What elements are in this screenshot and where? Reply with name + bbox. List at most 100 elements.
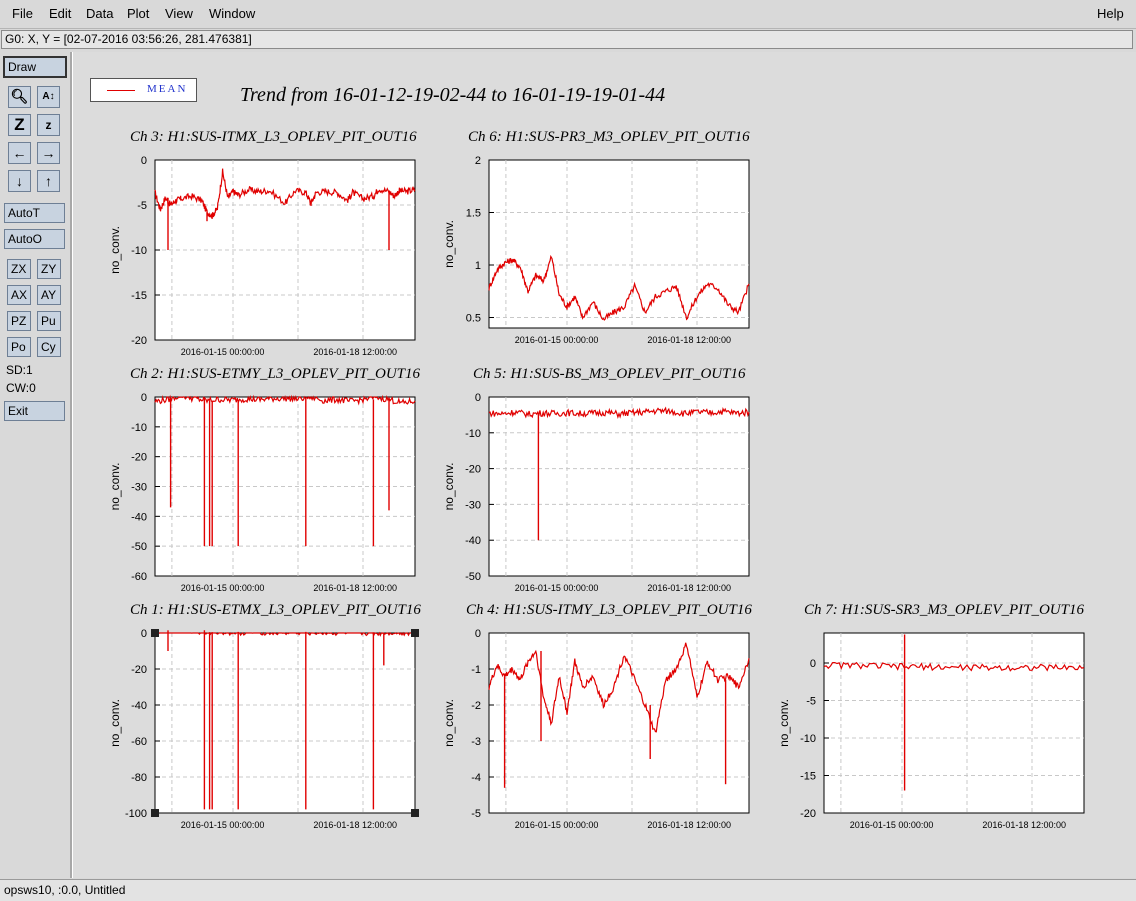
menu-window[interactable]: Window: [209, 6, 256, 21]
ch3-title: Ch 3: H1:SUS-ITMX_L3_OPLEV_PIT_OUT16: [130, 129, 417, 145]
ch7-trace: [823, 661, 1085, 672]
ch1-xtick: 2016-01-18 12:00:00: [313, 820, 397, 830]
ch5-title: Ch 5: H1:SUS-BS_M3_OPLEV_PIT_OUT16: [473, 366, 746, 382]
ch4-title: Ch 4: H1:SUS-ITMY_L3_OPLEV_PIT_OUT16: [466, 602, 752, 618]
ch7-xtick: 2016-01-15 00:00:00: [850, 820, 934, 830]
ch1-ytick: -80: [131, 772, 147, 784]
ch6-plot: Ch 6: H1:SUS-PR3_M3_OPLEV_PIT_OUT16 2 1.5 1…: [442, 129, 750, 345]
ch4-ytick: -1: [471, 664, 481, 676]
ay-button[interactable]: AY: [37, 285, 61, 305]
ch4-ylabel: no_conv.: [442, 699, 456, 747]
menu-data[interactable]: Data: [86, 6, 114, 21]
ch5-ytick: 0: [475, 392, 481, 404]
ch4-plot: Ch 4: H1:SUS-ITMY_L3_OPLEV_PIT_OUT16 0 -1 -…: [442, 602, 752, 830]
ch6-title: Ch 6: H1:SUS-PR3_M3_OPLEV_PIT_OUT16: [468, 129, 750, 145]
ch3-ytick: -15: [131, 290, 147, 302]
ch3-ytick: -5: [137, 200, 147, 212]
ch1-frame: [154, 632, 416, 814]
cy-button[interactable]: Cy: [37, 337, 61, 357]
ch3-xtick: 2016-01-15 00:00:00: [181, 347, 265, 357]
ch1-ytick: 0: [141, 628, 147, 640]
ch4-ytick: -5: [471, 808, 481, 820]
ch3-ytick: -20: [131, 335, 147, 347]
ch2-ytick: -20: [131, 452, 147, 464]
ch2-ytick: -30: [131, 482, 147, 494]
legend: MEAN: [90, 78, 197, 102]
menu-file[interactable]: File: [12, 6, 33, 21]
legend-swatch: [107, 90, 135, 91]
zoom-out-icon: Z: [14, 115, 25, 134]
pan-left-button[interactable]: ←: [8, 142, 31, 164]
ch2-plot: Ch 2: H1:SUS-ETMY_L3_OPLEV_PIT_OUT16 0 -10…: [108, 366, 421, 593]
ch4-frame: [488, 632, 750, 814]
autoscale-button[interactable]: A↕: [37, 86, 60, 108]
ch7-plot: Ch 7: H1:SUS-SR3_M3_OPLEV_PIT_OUT16 0 -5 -1…: [777, 602, 1085, 830]
ch4-trace: [488, 642, 750, 733]
pu-button[interactable]: Pu: [37, 311, 61, 331]
menu-plot[interactable]: Plot: [127, 6, 150, 21]
ch7-ylabel: no_conv.: [777, 699, 791, 747]
ch7-ytick: -15: [800, 771, 816, 783]
ch1-xtick: 2016-01-15 00:00:00: [181, 820, 265, 830]
ch2-ytick: -40: [131, 511, 147, 523]
ch4-ytick: -3: [471, 736, 481, 748]
ch1-ytick: -60: [131, 736, 147, 748]
sd-label: SD:1: [6, 363, 33, 377]
menu-edit[interactable]: Edit: [49, 6, 72, 21]
ch3-trace: [154, 168, 416, 220]
ch5-trace: [488, 406, 750, 419]
ch3-ytick: -10: [131, 245, 147, 257]
coordinate-readout: G0: X, Y = [02-07-2016 03:56:26, 281.476…: [1, 30, 1133, 49]
legend-label: MEAN: [147, 83, 188, 95]
autot-button[interactable]: AutoT: [4, 203, 65, 223]
autoscale-icon: A↕: [42, 91, 55, 102]
po-button[interactable]: Po: [7, 337, 31, 357]
ch1-title: Ch 1: H1:SUS-ETMX_L3_OPLEV_PIT_OUT16: [130, 602, 421, 618]
ch2-ytick: -10: [131, 422, 147, 434]
magnify-button[interactable]: 🔍︎: [8, 86, 31, 108]
ch6-ytick: 0.5: [466, 313, 481, 325]
ch5-ytick: -10: [465, 428, 481, 440]
ch1-plot: Ch 1: H1:SUS-ETMX_L3_OPLEV_PIT_OUT16 0 -20…: [108, 602, 421, 830]
zoom-in-button[interactable]: z: [37, 114, 60, 136]
ch7-ytick: -10: [800, 733, 816, 745]
ch2-ylabel: no_conv.: [108, 463, 122, 511]
toolbar: Draw 🔍︎ A↕ Z z ← → ↓ ↑ AutoT AutoO ZX ZY…: [0, 52, 72, 878]
ch6-xtick: 2016-01-18 12:00:00: [647, 335, 731, 345]
autoo-button[interactable]: AutoO: [4, 229, 65, 249]
selection-handle: [411, 809, 419, 817]
pz-button[interactable]: PZ: [7, 311, 31, 331]
menu-help[interactable]: Help: [1097, 6, 1124, 21]
ch7-frame: [823, 632, 1085, 814]
ch4-xtick: 2016-01-18 12:00:00: [647, 820, 731, 830]
zx-button[interactable]: ZX: [7, 259, 31, 279]
ch6-ytick: 2: [475, 155, 481, 167]
pan-down-button[interactable]: ↓: [8, 170, 31, 192]
zy-button[interactable]: ZY: [37, 259, 61, 279]
ch3-ylabel: no_conv.: [108, 226, 122, 274]
selection-handle: [151, 629, 159, 637]
ch1-ytick: -20: [131, 664, 147, 676]
selection-handle: [411, 629, 419, 637]
ch5-xtick: 2016-01-15 00:00:00: [515, 583, 599, 593]
pan-right-button[interactable]: →: [37, 142, 60, 164]
menu-view[interactable]: View: [165, 6, 193, 21]
ch2-ytick: -60: [131, 571, 147, 583]
ch6-ytick: 1.5: [466, 208, 481, 220]
ch5-plot: Ch 5: H1:SUS-BS_M3_OPLEV_PIT_OUT16 0 -10 -2…: [442, 366, 750, 593]
ch3-ytick: 0: [141, 155, 147, 167]
ch4-ytick: 0: [475, 628, 481, 640]
draw-button[interactable]: Draw: [3, 56, 67, 78]
pan-up-button[interactable]: ↑: [37, 170, 60, 192]
ch1-ytick: -100: [125, 808, 147, 820]
ch5-ytick: -40: [465, 535, 481, 547]
ax-button[interactable]: AX: [7, 285, 31, 305]
ch5-ytick: -50: [465, 571, 481, 583]
zoom-out-button[interactable]: Z: [8, 114, 31, 136]
ch2-xtick: 2016-01-15 00:00:00: [181, 583, 265, 593]
ch7-ytick: -20: [800, 808, 816, 820]
ch6-ylabel: no_conv.: [442, 220, 456, 268]
ch2-xtick: 2016-01-18 12:00:00: [313, 583, 397, 593]
exit-button[interactable]: Exit: [4, 401, 65, 421]
